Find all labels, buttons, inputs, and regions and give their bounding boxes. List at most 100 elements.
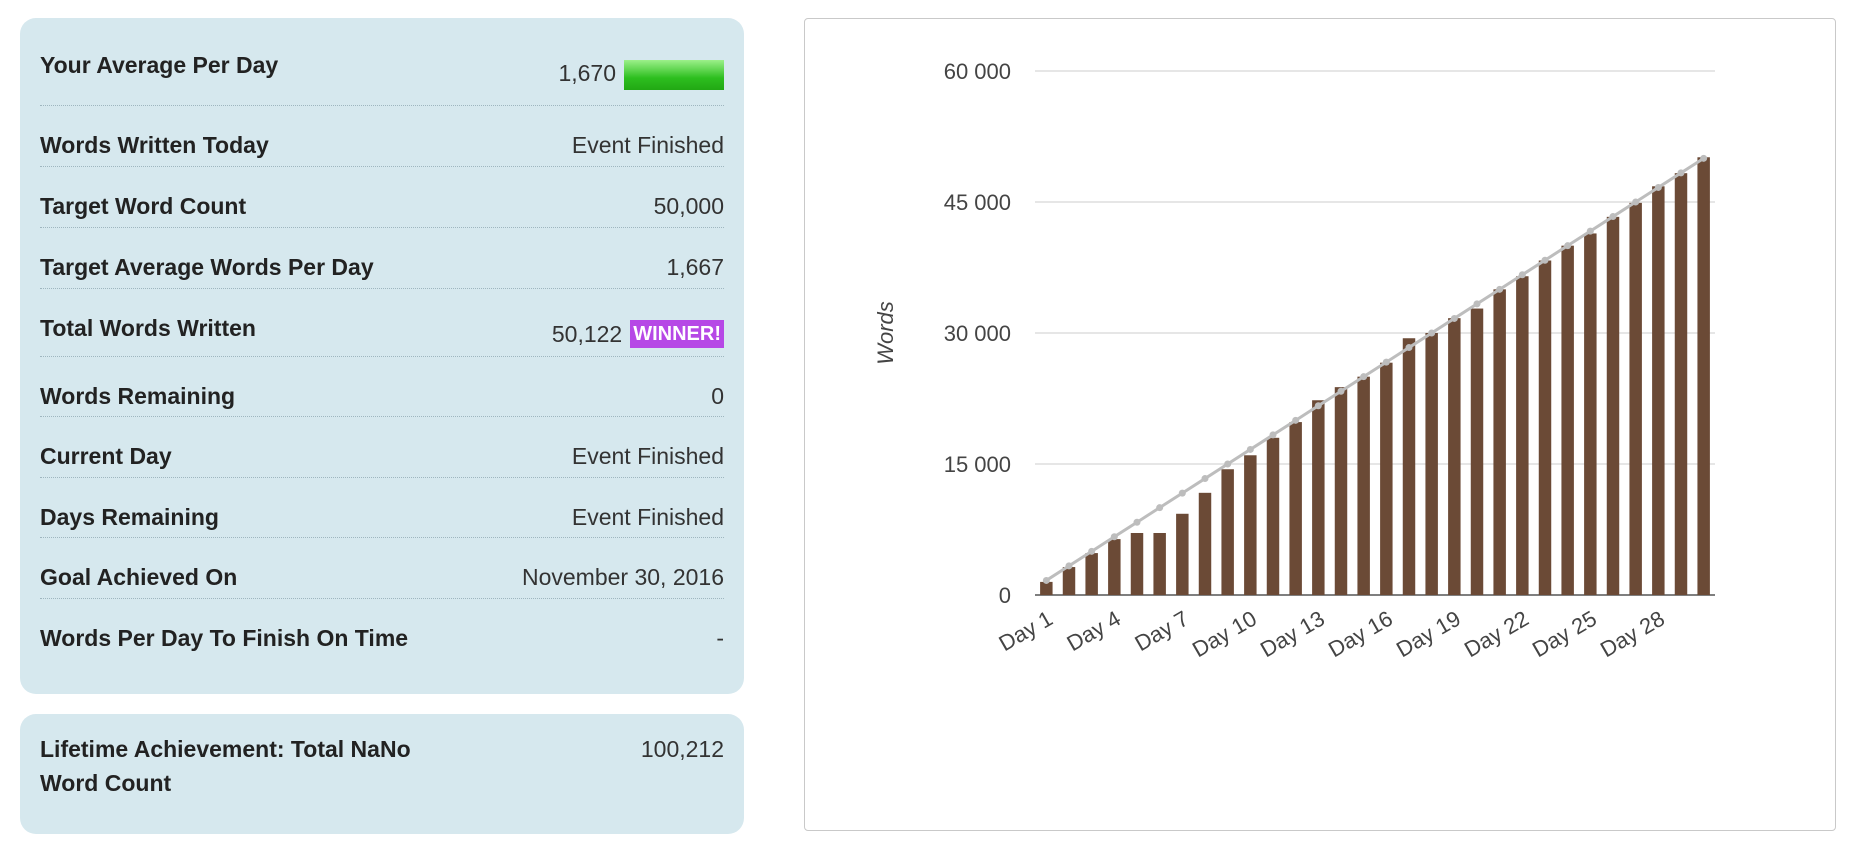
x-tick-label: Day 7 [1131,606,1193,656]
y-tick-label: 45 000 [944,190,1011,215]
stat-value: Event Finished [571,504,724,530]
target-line [1045,157,1705,582]
target-point [1246,445,1254,453]
target-point [1110,533,1118,541]
stat-row-total-words: Total Words Written 50,122 WINNER! [40,289,724,357]
x-tick-label: Day 1 [995,606,1057,656]
chart-bar [1244,455,1257,595]
chart-bar [1176,513,1189,595]
x-tick-label: Day 25 [1528,606,1601,663]
stat-label: Target Word Count [40,193,247,219]
target-point [1042,576,1050,584]
target-point [1473,300,1481,308]
chart-bar [1198,492,1212,595]
stat-value: November 30, 2016 [521,564,724,590]
target-point [1632,198,1640,206]
chart-bar [1380,362,1393,595]
chart-bar [1402,338,1416,595]
chart-bar [1697,157,1710,595]
stat-row-goal-achieved: Goal Achieved On November 30, 2016 [40,538,724,599]
x-tick-label: Day 28 [1596,606,1669,663]
target-point [1292,416,1300,424]
stat-value: 50,000 [653,193,724,219]
x-tick-label: Day 19 [1392,606,1465,663]
target-point [1450,314,1458,322]
stat-value: 50,122 WINNER! [552,311,724,351]
chart-bar [1357,376,1370,595]
chart-bar [1584,233,1597,595]
chart-bar [1062,567,1076,595]
chart-bar [1652,186,1665,595]
chart-bar [1606,216,1620,595]
stat-value: 1,667 [666,254,724,280]
chart-bar [1561,245,1574,595]
stat-row-days-remaining: Days Remaining Event Finished [40,478,724,538]
target-point [1224,460,1232,468]
target-point [1586,227,1594,235]
x-tick-label: Day 13 [1256,606,1329,663]
chart-bar [1493,289,1506,595]
stat-row-words-remaining: Words Remaining 0 [40,357,724,417]
stat-value: 1,670 [558,48,724,90]
target-point [1654,183,1662,191]
progress-chart: 0 15 000 30 000 45 000 60 000 Words Day 1 Day 4… [804,18,1836,831]
target-point [1360,373,1368,381]
stat-label: Days Remaining [40,504,219,530]
x-tick-label: Day 22 [1460,606,1533,663]
chart-bar [1221,469,1234,595]
chart-bar [1289,422,1302,595]
chart-bar [1334,387,1348,595]
stat-label: Total Words Written [40,315,256,341]
stat-row-target-word-count: Target Word Count 50,000 [40,167,724,228]
average-progress-bar [624,60,724,90]
chart-bar [1108,539,1121,595]
stat-value: Event Finished [571,443,724,469]
target-point [1496,285,1504,293]
target-point [1700,154,1708,162]
chart-bar [1312,400,1325,595]
target-point [1564,242,1572,250]
chart-bar [1448,318,1461,595]
stat-row-current-day: Current Day Event Finished [40,417,724,478]
y-tick-label: 0 [999,583,1011,608]
stat-row-words-today: Words Written Today Event Finished [40,106,724,167]
stats-list: Your Average Per Day 1,670 Words Written… [40,34,724,694]
stat-label: Your Average Per Day [40,52,279,78]
chart-bar [1153,532,1166,595]
chart-bar [1040,581,1053,595]
target-point [1541,256,1549,264]
chart-svg: 0 15 000 30 000 45 000 60 000 Words Day 1 Day 4… [873,59,1715,663]
stat-label: Goal Achieved On [40,564,238,590]
target-point [1518,271,1526,279]
x-tick-label: Day 10 [1188,606,1261,663]
y-axis-label: Words [873,301,898,365]
chart-bar [1538,260,1552,595]
stat-label: Target Average Words Per Day [40,254,374,280]
target-point [1088,547,1096,555]
target-point [1178,489,1186,497]
average-per-day-value: 1,670 [558,60,616,86]
target-point [1405,344,1413,352]
target-point [1314,402,1322,410]
stat-label: Current Day [40,443,172,469]
target-point [1382,358,1390,366]
x-tick-label: Day 16 [1324,606,1397,663]
y-tick-label: 15 000 [944,452,1011,477]
stat-label: Words Written Today [40,132,269,158]
stat-row-average-per-day: Your Average Per Day 1,670 [40,34,724,106]
x-tick-label: Day 4 [1063,606,1125,656]
chart-bar [1470,308,1484,595]
chart-bar [1516,276,1529,595]
lifetime-label: Lifetime Achievement: Total NaNo Word Co… [40,736,411,796]
chart-bar [1266,437,1280,595]
chart-bar [1674,173,1688,595]
total-words-value: 50,122 [551,321,623,347]
y-tick-label: 30 000 [944,321,1011,346]
lifetime-value: 100,212 [640,736,724,762]
stat-label: Words Remaining [40,383,236,409]
stats-panel: Your Average Per Day 1,670 Words Written… [20,18,744,694]
target-point [1609,213,1617,221]
target-point [1201,475,1209,483]
stat-label: Words Per Day To Finish On Time [40,625,409,651]
target-point [1428,329,1436,337]
